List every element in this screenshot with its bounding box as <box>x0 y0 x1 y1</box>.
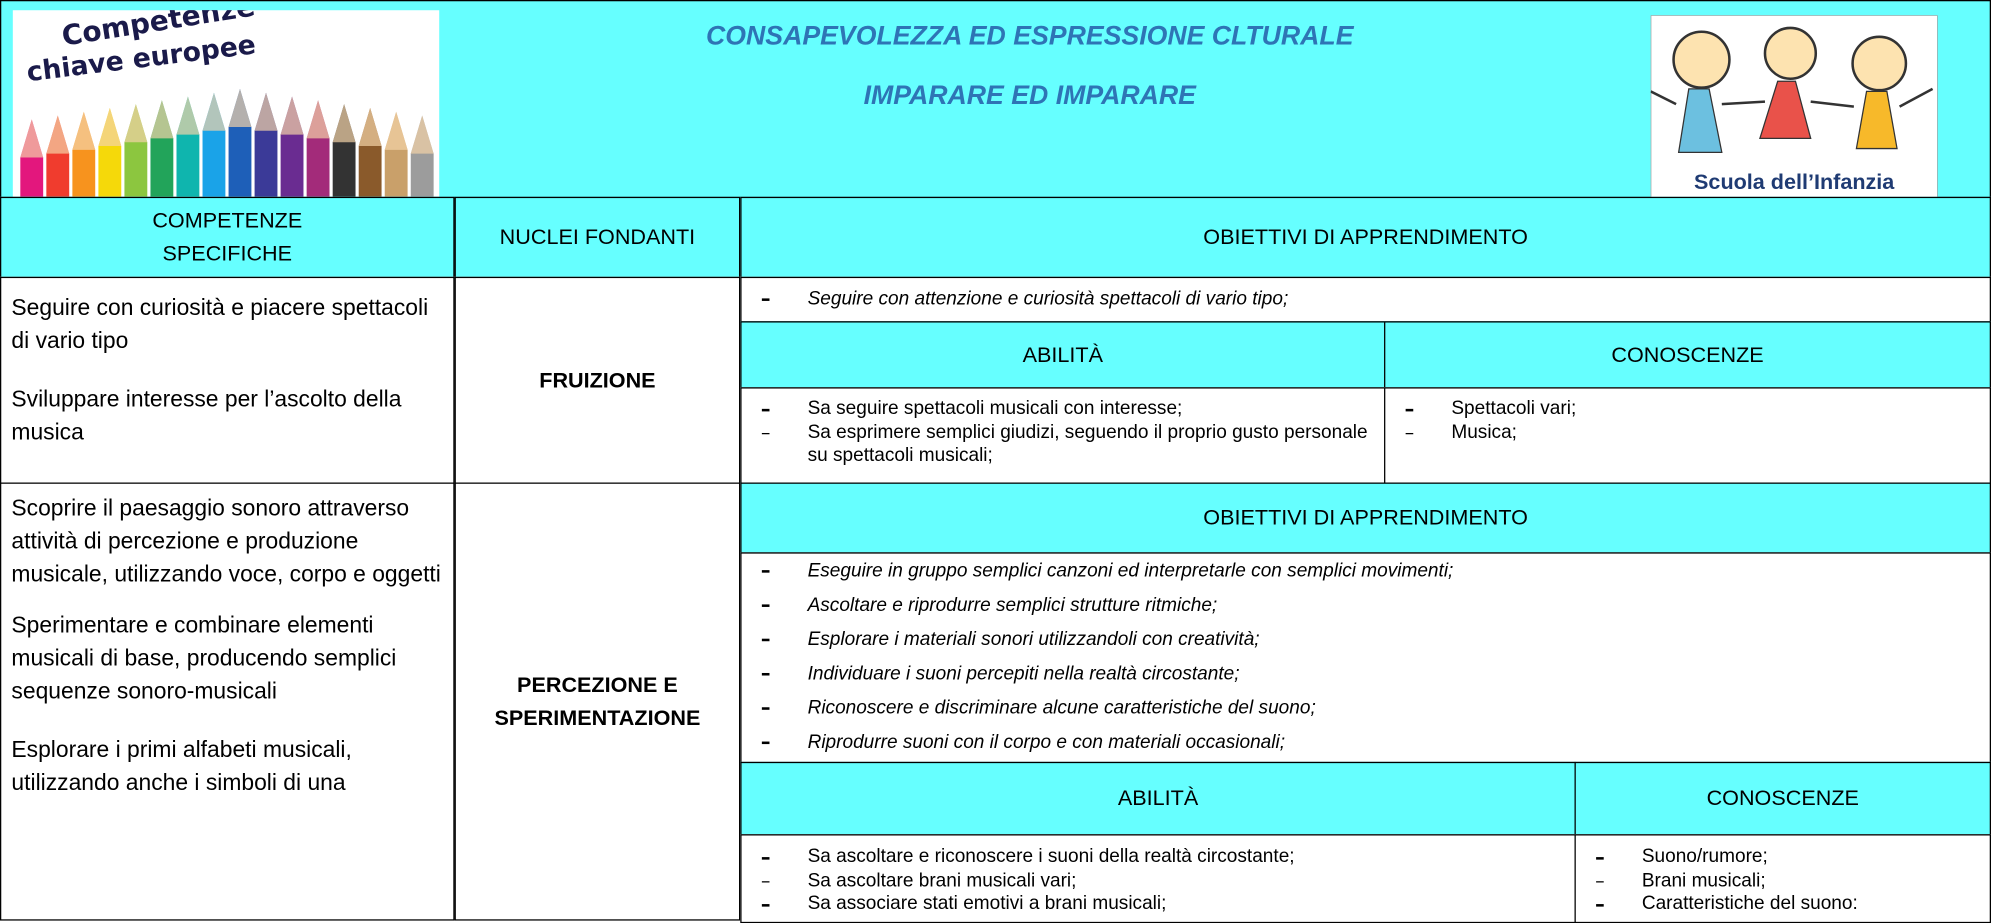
column-header: COMPETENZE SPECIFICHE <box>0 196 455 279</box>
competenze-cell: Scoprire il paesaggio sonoro attraverso … <box>0 482 455 921</box>
conoscenze-header: CONOSCENZE <box>1384 321 1991 389</box>
abilita-header: ABILITÀ <box>740 761 1576 836</box>
list-item: Brani musicali; <box>1576 869 1990 892</box>
obiettivi-cell: Eseguire in gruppo semplici canzoni ed i… <box>740 552 1991 764</box>
paragraph: Sviluppare interesse per l’ascolto della… <box>11 386 402 445</box>
obiettivi-cell: Seguire con attenzione e curiosità spett… <box>740 276 1991 323</box>
logo-left: Competenze chiave europee <box>12 10 440 197</box>
list-item: Spettacoli vari; <box>1385 397 1989 420</box>
nucleo-cell: PERCEZIONE E SPERIMENTAZIONE <box>454 482 741 921</box>
list-item: Individuare i suoni percepiti nella real… <box>742 656 1990 690</box>
paragraph: Scoprire il paesaggio sonoro attraverso … <box>11 495 441 587</box>
logo-text: Scuola dell’Infanzia <box>1694 169 1895 194</box>
column-header: OBIETTIVI DI APPRENDIMENTO <box>740 196 1991 279</box>
obiettivi-header: OBIETTIVI DI APPRENDIMENTO <box>740 482 1991 554</box>
conoscenze-cell: Suono/rumore; Brani musicali; Caratteristi… <box>1574 834 1991 923</box>
abilita-cell: Sa seguire spettacoli musicali con inter… <box>740 387 1386 484</box>
abilita-cell: Sa ascoltare e riconoscere i suoni della… <box>740 834 1576 923</box>
list-item: Sa esprimere semplici giudizi, seguendo … <box>742 421 1385 468</box>
list-item: Sa associare stati emotivi a brani music… <box>742 893 1575 916</box>
list-item: Esplorare i materiali sonori utilizzando… <box>742 622 1990 656</box>
paragraph: Seguire con curiosità e piacere spettaco… <box>11 294 429 353</box>
list-item: Sa ascoltare e riconoscere i suoni della… <box>742 846 1575 869</box>
list-item: Caratteristiche del suono: <box>1576 893 1990 916</box>
abilita-header: ABILITÀ <box>740 321 1386 389</box>
paragraph: Sperimentare e combinare elementi musica… <box>11 612 397 704</box>
paragraph: Esplorare i primi alfabeti musicali, uti… <box>11 736 352 795</box>
subtitle: IMPARARE ED IMPARARE <box>863 81 1196 111</box>
column-header: NUCLEI FONDANTI <box>454 196 741 279</box>
competenze-cell: Seguire con curiosità e piacere spettaco… <box>0 276 455 484</box>
list-item: Seguire con attenzione e curiosità spett… <box>742 282 1990 316</box>
list-item: Suono/rumore; <box>1576 846 1990 869</box>
list-item: Eseguire in gruppo semplici canzoni ed i… <box>742 554 1990 588</box>
logo-right: Scuola dell’Infanzia <box>1650 15 1938 197</box>
list-item: Riprodurre suoni con il corpo e con mate… <box>742 725 1990 759</box>
title: CONSAPEVOLEZZA ED ESPRESSIONE CLTURALE <box>706 21 1354 51</box>
list-item: Riconoscere e discriminare alcune caratt… <box>742 691 1990 725</box>
list-item: Ascoltare e riprodurre semplici struttur… <box>742 588 1990 622</box>
nucleo-cell: FRUIZIONE <box>454 276 741 484</box>
list-item: Musica; <box>1385 421 1989 444</box>
conoscenze-header: CONOSCENZE <box>1574 761 1991 836</box>
list-item: Sa seguire spettacoli musicali con inter… <box>742 397 1385 420</box>
list-item: Sa ascoltare brani musicali vari; <box>742 869 1575 892</box>
conoscenze-cell: Spettacoli vari; Musica; <box>1384 387 1991 484</box>
header: Competenze chiave europee CONSAPEVOLEZZA… <box>0 0 1991 199</box>
